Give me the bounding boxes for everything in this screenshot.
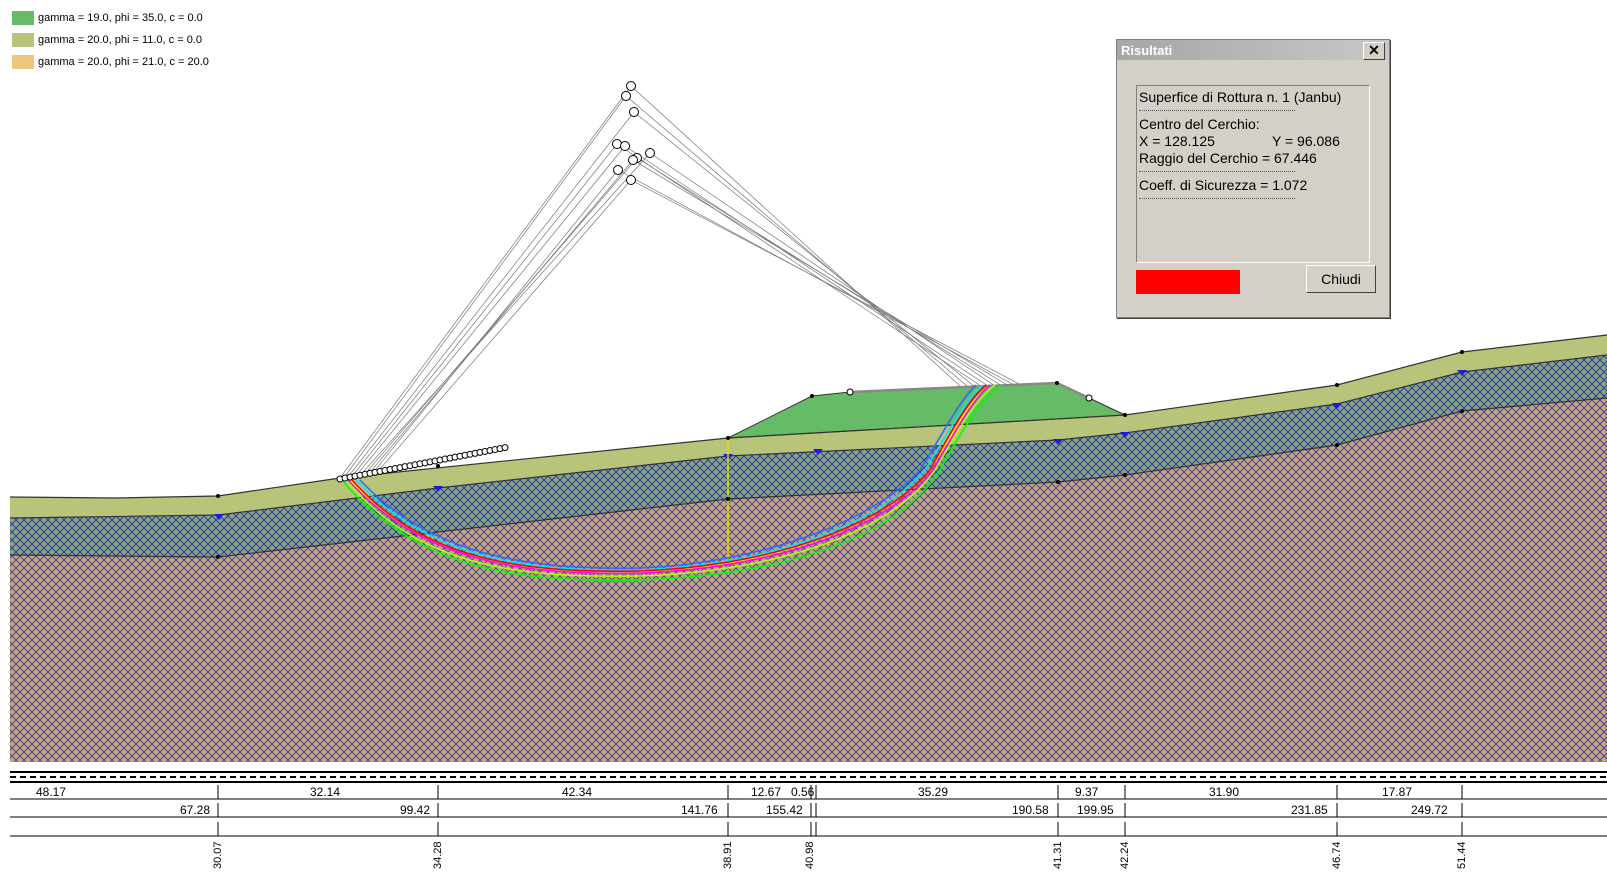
radius-line bbox=[649, 152, 996, 387]
radius-line bbox=[630, 85, 961, 387]
dim-cumulative: 231.85 bbox=[1291, 803, 1328, 817]
dim-segment: 32.14 bbox=[310, 785, 340, 799]
legend-swatch bbox=[12, 55, 34, 69]
radius-line bbox=[625, 95, 968, 387]
radius-line bbox=[367, 159, 634, 475]
dim-segment: 17.87 bbox=[1382, 785, 1412, 799]
surface-label: Superfice di Rottura n. 1 (Janbu) bbox=[1139, 89, 1342, 105]
radius-line bbox=[630, 179, 1024, 387]
legend-label: gamma = 19.0, phi = 35.0, c = 0.0 bbox=[38, 12, 203, 24]
dialog-title-bar[interactable]: Risultati ✕ bbox=[1117, 40, 1389, 60]
dimension-ticks bbox=[217, 785, 1463, 836]
legend-item: gamma = 20.0, phi = 11.0, c = 0.0 bbox=[12, 29, 209, 51]
radius-label: Raggio del Cerchio = 67.446 bbox=[1139, 150, 1317, 166]
results-panel: Superfice di Rottura n. 1 (Janbu) Centro… bbox=[1136, 85, 1370, 263]
dialog-title: Risultati bbox=[1121, 42, 1173, 58]
dim-cumulative: 99.42 bbox=[400, 803, 430, 817]
dim-elevation: 46.74 bbox=[1331, 841, 1343, 869]
surface-nodes bbox=[216, 350, 1464, 559]
legend-swatch bbox=[12, 11, 34, 25]
legend-label: gamma = 20.0, phi = 11.0, c = 0.0 bbox=[38, 34, 202, 46]
dim-cumulative: 67.28 bbox=[180, 803, 210, 817]
slip-surfaces bbox=[341, 384, 1003, 582]
centre-coordinates: X = 128.125 Y = 96.086 bbox=[1139, 133, 1367, 150]
dim-elevation: 51.44 bbox=[1456, 841, 1468, 869]
dim-elevation: 40.98 bbox=[804, 841, 816, 869]
dim-cumulative: 249.72 bbox=[1411, 803, 1448, 817]
dim-elevation: 38.91 bbox=[722, 841, 734, 869]
water-table-markers bbox=[214, 370, 1467, 520]
radius-line bbox=[363, 157, 638, 476]
legend-item: gamma = 20.0, phi = 21.0, c = 20.0 bbox=[12, 51, 209, 73]
topsoil-layer bbox=[10, 335, 1607, 518]
safety-factor: Coeff. di Sicurezza = 1.072 bbox=[1139, 177, 1308, 193]
dim-elevation: 34.28 bbox=[432, 841, 444, 869]
dim-elevation: 41.31 bbox=[1052, 841, 1064, 869]
legend-label: gamma = 20.0, phi = 21.0, c = 20.0 bbox=[38, 56, 209, 68]
dim-segment: 12.67 bbox=[751, 785, 781, 799]
radius-line bbox=[347, 111, 635, 478]
radius-line bbox=[616, 143, 982, 387]
dim-cumulative: 199.95 bbox=[1077, 803, 1114, 817]
dim-segment: 35.29 bbox=[918, 785, 948, 799]
results-dialog: Risultati ✕ Superfice di Rottura n. 1 (J… bbox=[1116, 39, 1390, 318]
radius-line bbox=[339, 85, 632, 479]
dim-segment: 0.56 bbox=[791, 785, 815, 799]
dim-cumulative: 190.58 bbox=[1012, 803, 1049, 817]
separator bbox=[1139, 198, 1295, 199]
centre-label: Centro del Cerchio: bbox=[1139, 116, 1260, 132]
entry-points bbox=[336, 444, 509, 483]
entry-point bbox=[501, 444, 509, 452]
radius-line bbox=[355, 145, 626, 477]
legend-item: gamma = 19.0, phi = 35.0, c = 0.0 bbox=[12, 7, 209, 29]
radius-line bbox=[632, 159, 1010, 387]
separator bbox=[1139, 110, 1295, 111]
dim-cumulative: 141.76 bbox=[681, 803, 718, 817]
close-button[interactable]: Chiudi bbox=[1306, 265, 1376, 293]
dim-elevation: 42.24 bbox=[1119, 841, 1131, 869]
centre-y: Y = 96.086 bbox=[1272, 133, 1340, 149]
dim-segment: 42.34 bbox=[562, 785, 592, 799]
dim-cumulative: 155.42 bbox=[766, 803, 803, 817]
radius-line bbox=[371, 169, 619, 475]
separator bbox=[1139, 171, 1295, 172]
dim-segment: 48.17 bbox=[36, 785, 66, 799]
radius-line bbox=[633, 111, 975, 387]
radius-line bbox=[359, 152, 651, 476]
close-icon[interactable]: ✕ bbox=[1363, 42, 1385, 60]
radius-line bbox=[343, 95, 627, 478]
legend: gamma = 19.0, phi = 35.0, c = 0.0 gamma … bbox=[12, 7, 209, 73]
radius-lines bbox=[339, 85, 1024, 479]
dim-elevation: 30.07 bbox=[212, 841, 224, 869]
dim-segment: 31.90 bbox=[1209, 785, 1239, 799]
dim-segment: 9.37 bbox=[1075, 785, 1099, 799]
centre-x: X = 128.125 bbox=[1139, 133, 1215, 149]
circle-centres bbox=[612, 81, 655, 185]
radius-line bbox=[375, 179, 632, 474]
radius-line bbox=[351, 143, 618, 477]
legend-swatch bbox=[12, 33, 34, 47]
clay-layer bbox=[10, 398, 1607, 762]
radius-line bbox=[624, 145, 989, 387]
status-indicator bbox=[1136, 270, 1240, 294]
silt-layer bbox=[10, 355, 1607, 557]
